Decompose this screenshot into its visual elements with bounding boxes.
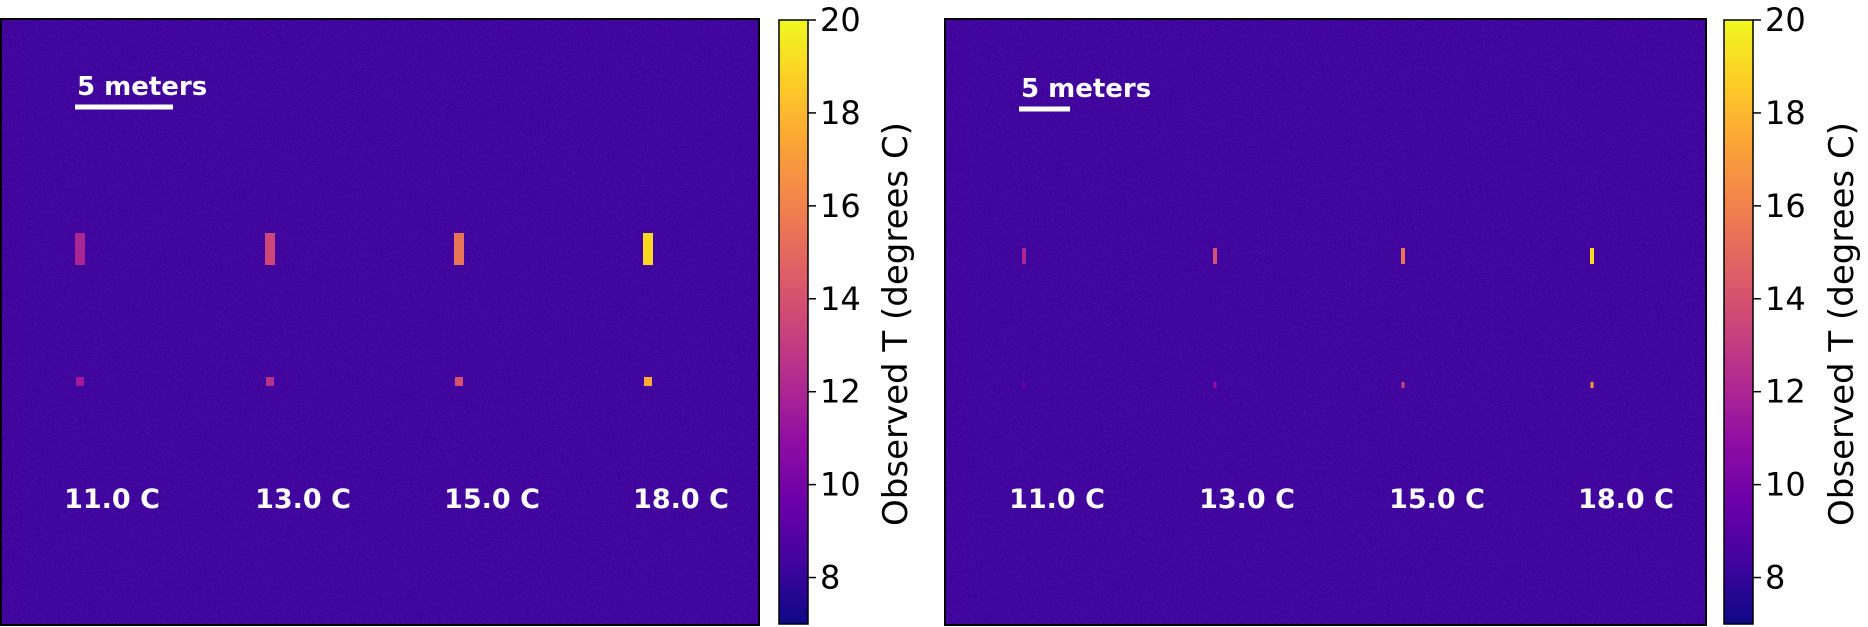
heatmap-2-frame [944,18,1707,626]
target-small-2 [1213,382,1217,388]
target-small-1 [1022,382,1026,388]
colorbar-2-label: Observed T (degrees C) [1822,122,1862,526]
colorbar-1-label: Observed T (degrees C) [876,122,916,526]
target-label-1: 11.0 C [1009,484,1105,515]
colorbar-tick-label: 8 [820,559,840,597]
heatmap-1-target-labels: 11.0 C 13.0 C 15.0 C 18.0 C [64,484,729,515]
colorbar-tick-label: 10 [820,466,861,504]
target-large-2 [1213,248,1217,264]
target-small-4 [1590,382,1594,388]
colorbar-1-ticks: 8 10 12 14 16 18 20 [808,1,861,597]
scale-bar-label-2: 5 meters [1021,74,1151,104]
target-label-2: 13.0 C [1199,484,1295,515]
colorbar-tick-label: 12 [820,373,861,411]
heatmap-panel-2: 5 meters 11.0 C 13.0 C 15.0 C 18.0 C [944,18,1707,626]
target-small-4 [644,377,652,386]
target-large-1 [75,233,85,265]
target-large-2 [265,233,275,265]
target-small-3 [455,377,463,386]
colorbar-tick-label: 12 [1765,373,1806,411]
target-large-1 [1022,248,1026,264]
colorbar-1-gradient [778,19,809,625]
colorbar-tick-label: 14 [1765,280,1806,318]
target-small-2 [266,377,274,386]
target-label-3: 15.0 C [444,484,540,515]
colorbar-tick-label: 16 [820,187,861,225]
colorbar-1: 8 10 12 14 16 18 20 Observed T (degrees C) [778,1,916,625]
colorbar-2: 8 10 12 14 16 18 20 Observed T (degrees C) [1723,1,1862,625]
scale-bar-label-1: 5 meters [77,72,207,102]
target-small-3 [1401,382,1405,388]
colorbar-tick-label: 16 [1765,187,1806,225]
target-label-4: 18.0 C [1578,484,1674,515]
heatmap-panel-1: 5 meters 11.0 C 13.0 C 15.0 C 18.0 C [0,18,760,626]
colorbar-tick-label: 18 [820,94,861,132]
heatmap-1-noise [1,19,759,625]
target-label-1: 11.0 C [64,484,160,515]
target-label-4: 18.0 C [633,484,729,515]
target-large-4 [643,233,653,265]
colorbar-tick-label: 8 [1765,559,1785,597]
target-label-2: 13.0 C [255,484,351,515]
colorbar-2-gradient [1723,19,1754,625]
heatmap-2-target-labels: 11.0 C 13.0 C 15.0 C 18.0 C [1009,484,1674,515]
target-large-3 [454,233,464,265]
colorbar-tick-label: 20 [820,1,861,39]
target-large-3 [1401,248,1405,264]
heatmap-2-targets [1022,248,1594,388]
heatmap-1-targets [75,233,653,386]
colorbar-tick-label: 18 [1765,94,1806,132]
target-small-1 [76,377,84,386]
target-label-3: 15.0 C [1389,484,1485,515]
colorbar-tick-label: 20 [1765,1,1806,39]
colorbar-2-ticks: 8 10 12 14 16 18 20 [1753,1,1806,597]
colorbar-tick-label: 14 [820,280,861,318]
heatmap-2-noise [945,19,1706,625]
heatmap-1-frame [0,18,760,626]
target-large-4 [1590,248,1594,264]
colorbar-tick-label: 10 [1765,466,1806,504]
